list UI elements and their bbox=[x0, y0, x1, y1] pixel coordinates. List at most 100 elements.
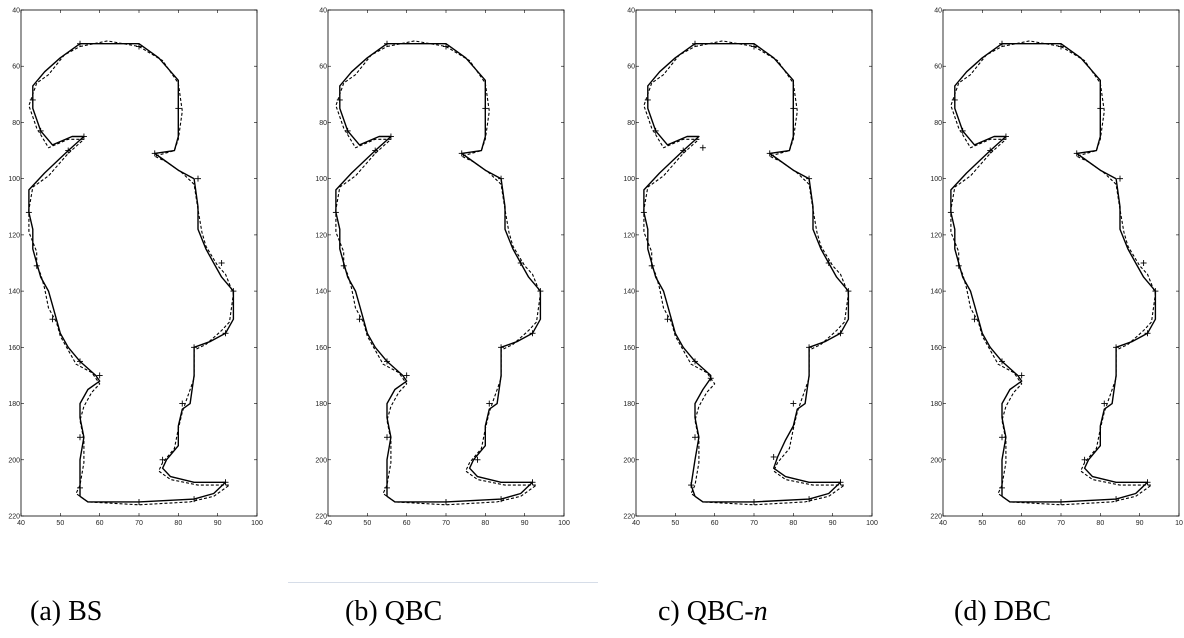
caption-prefix: (d) bbox=[954, 596, 994, 627]
plus-marker bbox=[179, 400, 186, 407]
panel-qbc: 40 50 60 70 80 90 100 40 60 80 100 120 140 160 180 200 2… bbox=[315, 0, 577, 528]
plus-marker bbox=[332, 209, 339, 216]
plus-marker bbox=[49, 316, 56, 323]
plus-marker bbox=[384, 358, 390, 365]
solid-contour bbox=[950, 43, 1157, 503]
plus-marker bbox=[692, 40, 698, 47]
plot-dbc: 40 50 60 70 80 90 10 40 60 80 100 120 140 160 180 200 22… bbox=[930, 8, 1183, 528]
x-tick-label: 90 bbox=[1136, 520, 1144, 527]
y-tick-label: 80 bbox=[627, 120, 635, 127]
plus-marker bbox=[340, 262, 347, 269]
caption-qbc: (b) QBC bbox=[345, 596, 442, 628]
y-tick-label: 140 bbox=[623, 289, 635, 296]
plus-marker bbox=[33, 262, 40, 269]
dashed-contour bbox=[950, 40, 1156, 506]
plus-marker bbox=[384, 484, 390, 491]
plus-marker bbox=[222, 330, 229, 337]
plus-marker bbox=[372, 147, 379, 154]
plus-marker bbox=[1144, 479, 1151, 486]
y-tick-label: 200 bbox=[315, 457, 327, 464]
plus-marker bbox=[837, 330, 844, 337]
plus-marker bbox=[387, 133, 394, 140]
x-tick-label: 80 bbox=[789, 520, 797, 527]
y-tick-label: 180 bbox=[623, 401, 635, 408]
y-tick-label: 140 bbox=[8, 289, 20, 296]
y-tick-label: 180 bbox=[8, 401, 20, 408]
plus-marker bbox=[1117, 175, 1123, 182]
x-tick-label: 50 bbox=[671, 520, 679, 527]
plus-marker bbox=[825, 260, 832, 266]
plus-marker bbox=[707, 375, 714, 382]
caption-prefix: (b) bbox=[345, 596, 385, 627]
x-tick-label: 40 bbox=[939, 520, 947, 527]
y-tick-label: 60 bbox=[319, 64, 327, 71]
caption-name: QBC- bbox=[686, 596, 754, 627]
x-tick-label: 70 bbox=[442, 520, 450, 527]
plus-marker bbox=[77, 40, 83, 47]
plus-marker bbox=[688, 482, 695, 489]
plus-marker bbox=[790, 400, 797, 407]
panel-bs: 40 50 60 70 80 90 100 40 60 80 100 120 140 160 180 200 2… bbox=[8, 0, 270, 528]
caption-bs: (a) BS bbox=[30, 596, 102, 628]
plus-marker bbox=[486, 400, 493, 407]
y-tick-label: 220 bbox=[930, 514, 942, 521]
plus-marker bbox=[1140, 260, 1147, 266]
y-tick-label: 100 bbox=[8, 176, 20, 183]
plus-marker bbox=[999, 358, 1005, 365]
x-tick-label: 40 bbox=[324, 520, 332, 527]
x-tick-label: 100 bbox=[251, 520, 263, 527]
plus-marker bbox=[951, 96, 958, 103]
plus-marker bbox=[443, 498, 449, 505]
separator-line bbox=[288, 582, 598, 583]
plus-marker bbox=[517, 260, 524, 266]
plus-marker bbox=[806, 175, 813, 182]
x-tick-label: 70 bbox=[1057, 520, 1065, 527]
plus-marker bbox=[191, 344, 198, 351]
plus-marker bbox=[344, 127, 351, 134]
plus-marker bbox=[218, 260, 225, 266]
plus-marker bbox=[191, 496, 198, 503]
x-tick-label: 80 bbox=[1096, 520, 1104, 527]
y-tick-label: 140 bbox=[930, 289, 942, 296]
plus-marker bbox=[222, 479, 229, 486]
x-tick-label: 60 bbox=[711, 520, 719, 527]
dashed-contour bbox=[335, 40, 541, 506]
plus-marker bbox=[648, 262, 655, 269]
plus-marker bbox=[403, 372, 410, 379]
plus-marker bbox=[384, 434, 390, 441]
y-tick-label: 100 bbox=[315, 176, 327, 183]
x-tick-label: 100 bbox=[558, 520, 570, 527]
plus-marker bbox=[529, 330, 536, 337]
plus-marker bbox=[1002, 133, 1009, 140]
plus-marker bbox=[644, 96, 651, 103]
y-tick-label: 60 bbox=[934, 64, 942, 71]
plus-marker bbox=[664, 316, 671, 323]
plus-marker bbox=[37, 127, 44, 134]
plus-marker bbox=[1058, 498, 1064, 505]
plus-marker bbox=[845, 288, 852, 295]
caption-prefix: c) bbox=[658, 596, 687, 627]
dashed-contour bbox=[28, 40, 234, 506]
x-tick-label: 50 bbox=[363, 520, 371, 527]
x-tick-label: 70 bbox=[135, 520, 143, 527]
x-tick-label: 70 bbox=[750, 520, 758, 527]
plus-marker bbox=[999, 40, 1005, 47]
y-tick-label: 220 bbox=[315, 514, 327, 521]
y-tick-label: 180 bbox=[315, 401, 327, 408]
plus-marker bbox=[1101, 400, 1108, 407]
plot-frame bbox=[635, 9, 873, 517]
plus-marker bbox=[136, 43, 142, 50]
plus-marker bbox=[640, 209, 647, 216]
plus-marker bbox=[65, 147, 72, 154]
plus-marker bbox=[999, 484, 1005, 491]
plus-marker bbox=[29, 96, 36, 103]
x-tick-label: 50 bbox=[978, 520, 986, 527]
plus-marker bbox=[699, 144, 706, 151]
plus-marker bbox=[1097, 105, 1104, 112]
x-tick-label: 80 bbox=[174, 520, 182, 527]
y-tick-label: 160 bbox=[315, 345, 327, 352]
plus-marker bbox=[999, 434, 1005, 441]
plus-marker bbox=[947, 209, 954, 216]
x-tick-label: 40 bbox=[632, 520, 640, 527]
plus-marker bbox=[230, 288, 237, 295]
